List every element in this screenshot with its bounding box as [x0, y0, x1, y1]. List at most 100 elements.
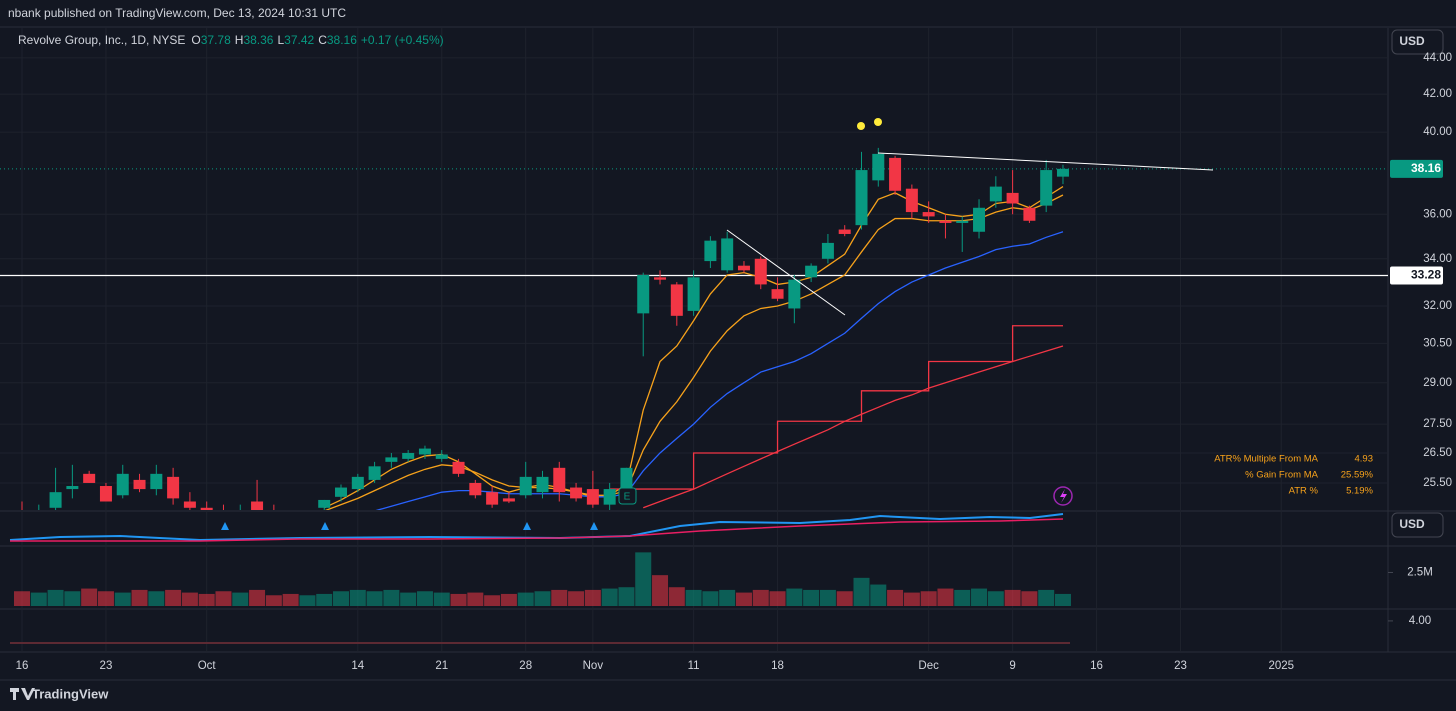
candle-body	[570, 487, 583, 499]
currency[interactable]: USD	[1399, 34, 1425, 48]
volume-bar	[265, 595, 282, 606]
candle-body	[805, 265, 818, 278]
volume-bar	[349, 589, 366, 606]
candle-body	[687, 277, 700, 311]
alert-icon[interactable]	[1053, 486, 1073, 506]
volume-bar	[836, 591, 853, 606]
x-tick-label: 14	[351, 660, 364, 672]
volume-bar	[81, 588, 98, 606]
candle-body	[519, 476, 532, 496]
alert-bolt	[1060, 489, 1067, 503]
candle-body	[855, 170, 868, 226]
volume-bar	[1054, 593, 1071, 606]
candle-body	[754, 258, 767, 285]
candle-body	[771, 289, 784, 299]
volume-bar	[484, 595, 501, 606]
currency-button[interactable]	[1391, 512, 1444, 538]
overlay-line	[643, 345, 1064, 509]
volume-bar	[299, 595, 316, 606]
candle-body	[1023, 207, 1036, 221]
volume-bar	[534, 591, 551, 606]
high-value: 38.36	[243, 33, 273, 47]
main-pane	[0, 147, 1388, 510]
candle-body	[922, 212, 935, 217]
stat-value: 5.19%	[1346, 486, 1373, 497]
volume-bar	[232, 592, 249, 606]
y-tick-label: 36.00	[1423, 208, 1452, 220]
indicator-line	[10, 518, 1064, 542]
x-tick-label: Nov	[583, 660, 604, 672]
volume-bar	[47, 589, 64, 606]
candle-body	[318, 499, 331, 508]
y-tick-label: 27.50	[1423, 418, 1452, 430]
candle-body	[502, 498, 515, 502]
volume-bar	[215, 591, 232, 606]
volume-bar	[316, 593, 333, 606]
volume-bar	[517, 592, 534, 606]
volume-bar	[333, 591, 350, 606]
marker-dot	[874, 118, 882, 126]
candle-body	[1040, 170, 1053, 206]
volume-bar	[97, 591, 114, 606]
earnings-letter: E	[624, 492, 631, 503]
x-tick-label: 28	[519, 660, 532, 672]
candle-body	[956, 220, 969, 223]
volume-bar	[450, 593, 467, 606]
candle-body	[704, 240, 717, 262]
x-tick-label: Oct	[198, 660, 217, 672]
lower-tick-label: 4.00	[1409, 615, 1431, 627]
volume-bar	[803, 589, 820, 606]
candle-body	[99, 486, 112, 502]
x-tick-label: 18	[771, 660, 784, 672]
tv-logo	[10, 688, 35, 700]
x-tick-label: 21	[435, 660, 448, 672]
candle-body	[167, 476, 180, 499]
earnings-badge	[618, 487, 637, 505]
stat-label: % Gain From MA	[1245, 470, 1319, 481]
trendline	[726, 229, 846, 316]
trendline	[877, 152, 1214, 171]
overlay-line	[324, 194, 1064, 510]
y-tick-label: 26.50	[1423, 447, 1452, 459]
close-value: 38.16	[327, 33, 357, 47]
candle-body	[889, 157, 902, 191]
legend: Revolve Group, Inc., 1D, NYSE O37.78 H38.3…	[18, 33, 444, 47]
x-tick-label: 9	[1009, 660, 1015, 672]
o-label: O	[191, 33, 200, 47]
volume-bar	[601, 588, 618, 606]
y-tick-label: 34.00	[1423, 253, 1452, 265]
volume-bar	[719, 589, 736, 606]
candle-body	[402, 452, 415, 459]
x-tick-label: 23	[100, 660, 113, 672]
candle-body	[654, 277, 667, 280]
volume-bar	[870, 584, 887, 606]
volume-bar	[971, 588, 988, 606]
volume-bar	[752, 589, 769, 606]
candle-body	[872, 153, 885, 181]
volume-bar	[400, 592, 417, 606]
volume-bar	[568, 591, 585, 606]
volume-bar	[551, 589, 568, 606]
volume-pane: 2.5M	[14, 552, 1433, 606]
candle-body	[116, 473, 129, 496]
x-tick-label: 16	[1090, 660, 1103, 672]
candle-body	[49, 492, 62, 508]
candle-body	[200, 507, 213, 510]
indicator-line	[9, 513, 1064, 542]
volume-bar	[668, 587, 685, 606]
volume-bar	[249, 589, 266, 606]
volume-bar	[433, 592, 450, 606]
volume-bar	[198, 593, 215, 606]
candle-body	[183, 501, 196, 508]
candle-body	[452, 461, 465, 474]
volume-bar	[954, 589, 971, 606]
publish-header: nbank published on TradingView.com, Dec …	[8, 6, 346, 20]
currency[interactable]: USD	[1399, 517, 1425, 531]
h-label: H	[235, 33, 244, 47]
volume-bar	[735, 592, 752, 606]
volume-bar	[920, 591, 937, 606]
volume-bar	[652, 575, 669, 606]
currency-button[interactable]	[1391, 29, 1444, 55]
axes: 25.50 26.50 27.50 29.00 30.50 32.00 34.00 36.00…	[10, 52, 1452, 672]
